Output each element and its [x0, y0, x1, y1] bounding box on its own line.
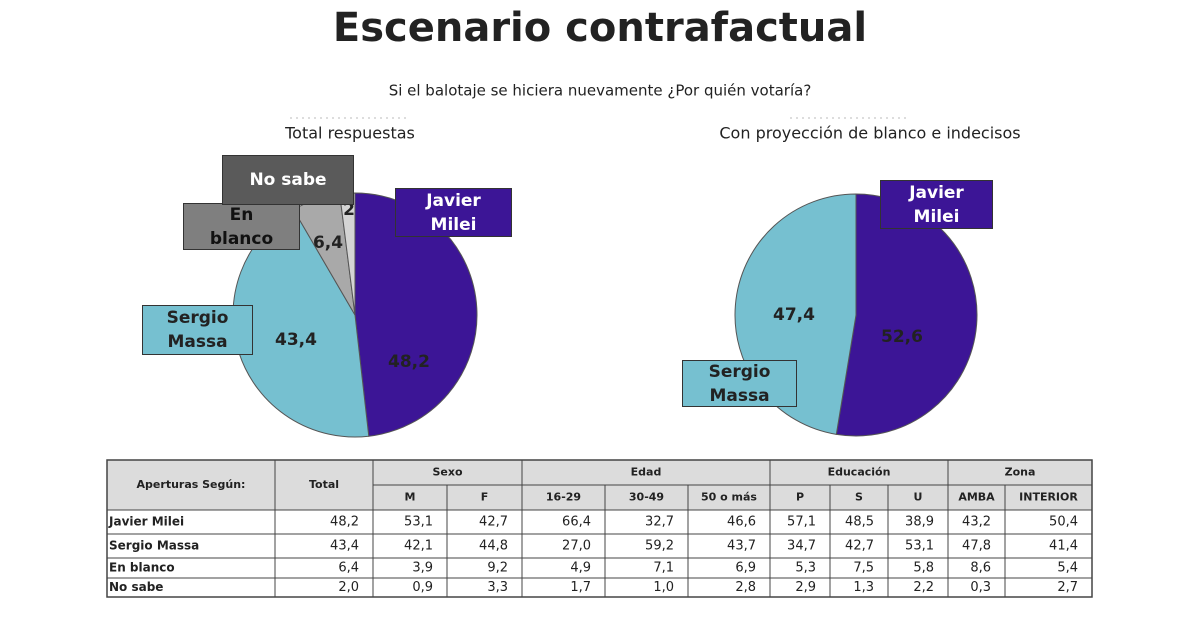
- row-label: Javier Milei: [108, 515, 184, 529]
- table-cell: 5,8: [913, 561, 934, 576]
- table-cell: 1,0: [653, 580, 674, 595]
- table-corner: Aperturas Según:: [137, 478, 246, 491]
- table-cell: 6,9: [735, 561, 756, 576]
- table-cell: 42,7: [479, 515, 508, 530]
- table-cell: 9,2: [487, 561, 508, 576]
- table-cell: 2,2: [913, 580, 934, 595]
- table-cell: 0,3: [970, 580, 991, 595]
- legend-label: Javier Milei: [880, 180, 993, 229]
- table-column-header: 50 o más: [701, 491, 757, 504]
- legend-label: Sergio Massa: [142, 305, 253, 355]
- table-column-header: AMBA: [958, 491, 995, 504]
- table-cell: 2,9: [795, 580, 816, 595]
- table-cell: 5,3: [795, 561, 816, 576]
- table-column-header: INTERIOR: [1019, 491, 1078, 504]
- table-cell: 53,1: [404, 515, 433, 530]
- value-label: 6,4: [313, 233, 343, 253]
- table-cell: 6,4: [338, 561, 359, 576]
- table-cell: 50,4: [1049, 515, 1078, 530]
- row-label: No sabe: [109, 580, 163, 594]
- value-label: 48,2: [388, 352, 430, 372]
- table-column-header: P: [796, 491, 804, 504]
- pie-title: Con proyección de blanco e indecisos: [719, 124, 1020, 143]
- table-header: Total: [309, 478, 339, 491]
- table-column-header: M: [405, 491, 416, 504]
- value-label: 52,6: [881, 327, 923, 347]
- row-label: En blanco: [109, 561, 175, 575]
- table-cell: 43,2: [962, 515, 991, 530]
- table-group-header: Sexo: [432, 466, 462, 479]
- table-column-header: S: [855, 491, 863, 504]
- table-cell: 44,8: [479, 539, 508, 554]
- table-cell: 2,7: [1057, 580, 1078, 595]
- table-column-header: 30-49: [629, 491, 664, 504]
- table-cell: 48,2: [330, 515, 359, 530]
- table-group-header: Edad: [631, 466, 662, 479]
- table-cell: 1,3: [853, 580, 874, 595]
- row-label: Sergio Massa: [109, 539, 199, 553]
- table-cell: 59,2: [645, 539, 674, 554]
- table-cell: 41,4: [1049, 539, 1078, 554]
- table-cell: 53,1: [905, 539, 934, 554]
- table-column-header: U: [914, 491, 923, 504]
- legend-label: Sergio Massa: [682, 360, 797, 407]
- pie-slice: [835, 193, 978, 437]
- value-label: 43,4: [275, 330, 317, 350]
- table-cell: 43,7: [727, 539, 756, 554]
- table-cell: 38,9: [905, 515, 934, 530]
- table-cell: 3,3: [487, 580, 508, 595]
- table-cell: 0,9: [412, 580, 433, 595]
- table-cell: 7,1: [653, 561, 674, 576]
- table-cell: 46,6: [727, 515, 756, 530]
- table-column-header: 16-29: [546, 491, 581, 504]
- table-cell: 7,5: [853, 561, 874, 576]
- table-group-header: Zona: [1005, 466, 1036, 479]
- table-column-header: F: [481, 491, 489, 504]
- table-cell: 27,0: [562, 539, 591, 554]
- table-cell: 42,7: [845, 539, 874, 554]
- table-cell: 2,8: [735, 580, 756, 595]
- table-cell: 2,0: [338, 580, 359, 595]
- table-cell: 4,9: [570, 561, 591, 576]
- title: Escenario contrafactual: [333, 5, 867, 51]
- table-cell: 43,4: [330, 539, 359, 554]
- table-cell: 5,4: [1057, 561, 1078, 576]
- table-group-header: Educación: [828, 466, 891, 479]
- table-cell: 8,6: [970, 561, 991, 576]
- table-cell: 42,1: [404, 539, 433, 554]
- legend-label: No sabe: [222, 155, 354, 205]
- value-label: 2: [343, 200, 355, 220]
- table-cell: 32,7: [645, 515, 674, 530]
- value-label: 47,4: [773, 305, 815, 325]
- table-cell: 57,1: [787, 515, 816, 530]
- table-cell: 34,7: [787, 539, 816, 554]
- legend-label: Javier Milei: [395, 188, 512, 237]
- table-cell: 3,9: [412, 561, 433, 576]
- table-cell: 66,4: [562, 515, 591, 530]
- pie-title: Total respuestas: [284, 124, 415, 143]
- legend-label: En blanco: [183, 203, 300, 250]
- table-cell: 48,5: [845, 515, 874, 530]
- table-cell: 47,8: [962, 539, 991, 554]
- table-cell: 1,7: [570, 580, 591, 595]
- subtitle: Si el balotaje se hiciera nuevamente ¿Po…: [389, 82, 812, 100]
